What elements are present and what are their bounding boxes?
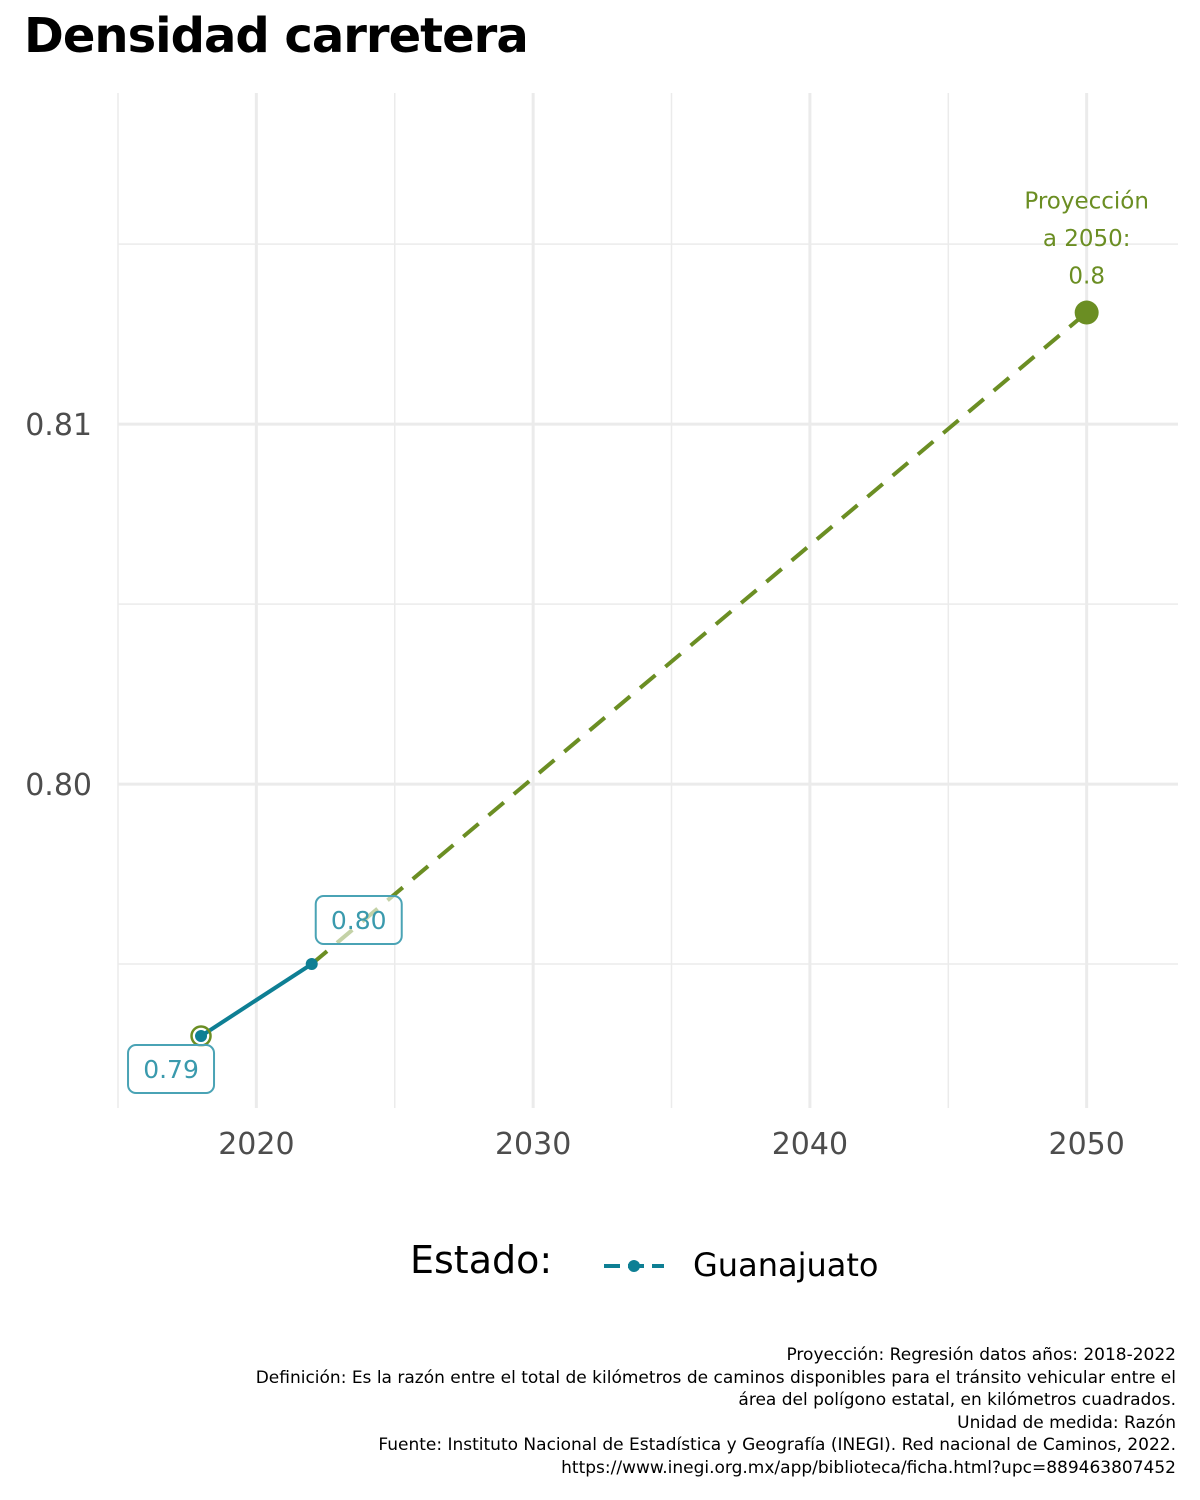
x-tick-label: 2020 <box>218 1127 294 1162</box>
chart-title: Densidad carretera <box>24 8 529 64</box>
caption-line: Fuente: Instituto Nacional de Estadístic… <box>378 1435 1176 1456</box>
x-tick-label: 2050 <box>1048 1127 1124 1162</box>
legend-title: Estado: <box>410 1238 553 1282</box>
caption-line: área del polígono estatal, en kilómetros… <box>738 1390 1176 1411</box>
axis-labels: 2020 2030 2040 2050 0.80 0.81 <box>25 408 1125 1162</box>
caption-line: Definición: Es la razón entre el total d… <box>255 1367 1176 1388</box>
caption: Proyección: Regresión datos años: 2018-2… <box>26 1344 1176 1480</box>
data-label: 0.80 <box>331 906 387 935</box>
series-line-guanajuato <box>199 962 313 1038</box>
legend-entry-guanajuato: Guanajuato <box>693 1246 879 1284</box>
points-layer <box>190 300 1099 1047</box>
chart-plot: 2020 2030 2040 2050 0.80 0.81 Proyección a 205… <box>25 93 1178 1162</box>
projection-point <box>1074 300 1099 325</box>
caption-line: Unidad de medida: Razón <box>957 1412 1176 1433</box>
data-label-box <box>127 1044 216 1095</box>
x-tick-label: 2030 <box>495 1127 571 1162</box>
caption-line: Proyección: Regresión datos años: 2018-2… <box>786 1345 1176 1365</box>
x-tick-label: 2040 <box>772 1127 848 1162</box>
grid-minor <box>117 93 1178 1108</box>
series-layer <box>199 311 1088 1038</box>
grid-major <box>118 93 1178 1108</box>
data-label-box <box>314 895 403 946</box>
data-point-guanajuato <box>195 1030 208 1043</box>
projection-annotation-line: a 2050: <box>1043 226 1131 252</box>
legend: Estado: Guanajuato <box>0 1238 1200 1298</box>
caption-line: https://www.inegi.org.mx/app/biblioteca/… <box>561 1457 1176 1478</box>
projection-annotation-line: Proyección <box>1024 189 1149 215</box>
y-tick-label: 0.81 <box>25 408 92 443</box>
y-tick-label: 0.80 <box>25 768 92 803</box>
labels-layer: Proyección a 2050: 0.8 0.79 0.80 <box>127 189 1149 1095</box>
data-label: 0.79 <box>143 1055 199 1084</box>
series-line-projection <box>310 311 1088 966</box>
projection-annotation-line: 0.8 <box>1068 264 1105 290</box>
legend-key-icon <box>604 1260 664 1272</box>
data-point-guanajuato <box>305 958 318 971</box>
